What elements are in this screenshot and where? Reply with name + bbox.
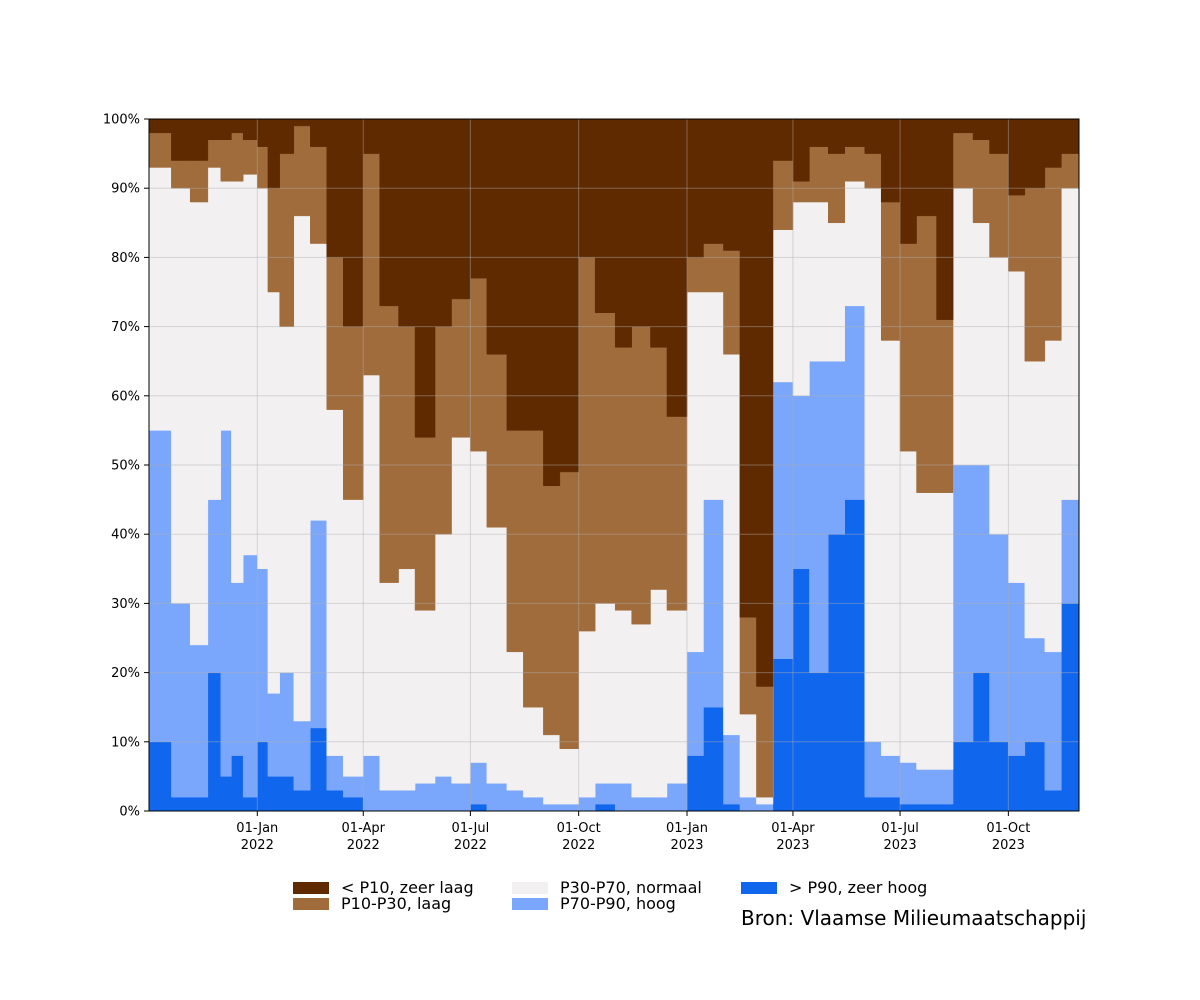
legend-label: P10-P30, laag (341, 894, 452, 913)
x-tick-label: 01-Apr (342, 821, 386, 836)
y-tick-label: 40% (111, 528, 140, 543)
x-tick-label: 01-Jul (452, 821, 490, 836)
x-tick-year-label: 2023 (992, 838, 1025, 853)
x-tick-year-label: 2023 (884, 838, 917, 853)
legend-label: P30-P70, normaal (560, 878, 702, 897)
legend-item-normaal: P30-P70, normaal (512, 878, 702, 897)
legend-swatch (293, 881, 329, 894)
legend-item-zeer-hoog: > P90, zeer hoog (741, 878, 927, 897)
y-tick-label: 100% (103, 113, 140, 128)
x-tick-year-label: 2022 (454, 838, 487, 853)
y-tick-label: 50% (111, 459, 140, 474)
x-tick-label: 01-Jul (881, 821, 919, 836)
legend-item-zeer-laag: < P10, zeer laag (293, 878, 474, 897)
y-axis: 0% 10% 20% 30% 40% 50% 60% 70% 80% 90% 100% (103, 113, 149, 820)
x-tick-year-label: 2023 (670, 838, 703, 853)
legend-swatch (741, 881, 777, 894)
x-tick-label: 01-Apr (771, 821, 815, 836)
x-axis: 01-Jan 2022 01-Apr 2022 01-Jul 2022 01-Oct 2022… (236, 811, 1030, 853)
x-tick-label: 01-Oct (557, 821, 601, 836)
x-tick-label: 01-Oct (986, 821, 1030, 836)
x-tick-year-label: 2022 (347, 838, 380, 853)
legend-swatch (293, 897, 329, 910)
x-tick-year-label: 2022 (562, 838, 595, 853)
x-tick-label: 01-Jan (666, 821, 708, 836)
source-credit: Bron: Vlaamse Milieumaatschappij (741, 906, 1087, 930)
legend-label: < P10, zeer laag (341, 878, 474, 897)
y-tick-label: 80% (111, 251, 140, 266)
legend-label: P70-P90, hoog (560, 894, 676, 913)
y-tick-label: 70% (111, 320, 140, 335)
y-tick-label: 90% (111, 182, 140, 197)
y-tick-label: 0% (119, 805, 140, 820)
y-tick-label: 20% (111, 666, 140, 681)
legend-item-hoog: P70-P90, hoog (512, 894, 676, 913)
x-tick-year-label: 2023 (776, 838, 809, 853)
y-tick-label: 10% (111, 735, 140, 750)
y-tick-label: 30% (111, 597, 140, 612)
x-tick-year-label: 2022 (241, 838, 274, 853)
y-tick-label: 60% (111, 389, 140, 404)
legend-swatch (512, 897, 548, 910)
legend-item-laag: P10-P30, laag (293, 894, 451, 913)
legend-swatch (512, 881, 548, 894)
legend-label: > P90, zeer hoog (789, 878, 928, 897)
x-tick-label: 01-Jan (236, 821, 278, 836)
